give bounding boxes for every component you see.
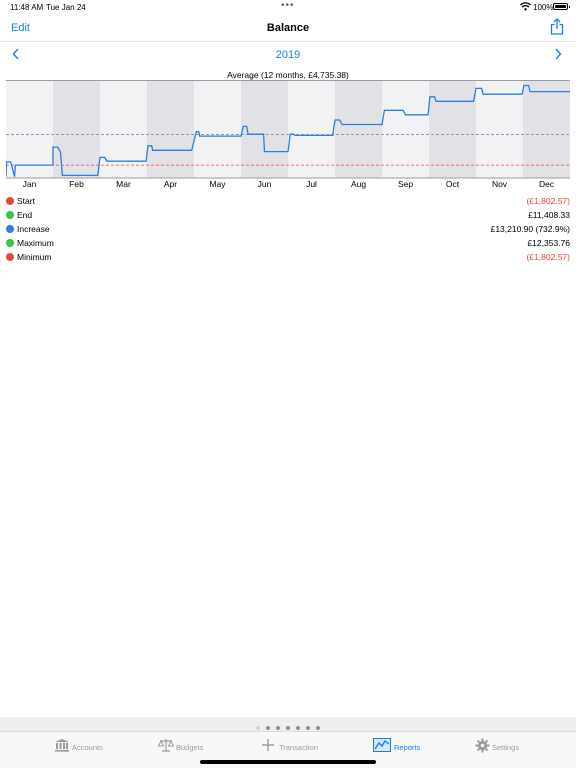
- chevron-left-icon[interactable]: [11, 47, 21, 61]
- stat-row-start: Start (£1,802.57): [6, 196, 570, 210]
- scales-icon: [158, 739, 174, 752]
- plus-icon: [262, 739, 274, 751]
- page-dot[interactable]: [316, 726, 320, 730]
- tab-label: Transaction: [279, 743, 318, 752]
- legend-dot-icon: [6, 239, 14, 247]
- stat-row-minimum: Minimum (£1,802.57): [6, 252, 570, 266]
- legend-dot-icon: [6, 211, 14, 219]
- page-title: Balance: [266, 22, 310, 34]
- x-tick-label: Jul: [306, 179, 317, 189]
- x-tick-label: May: [209, 179, 226, 189]
- x-tick-label: Apr: [164, 179, 177, 189]
- stats-legend: Start (£1,802.57) End £11,408.33 Increase £13…: [6, 196, 570, 266]
- month-band: [194, 80, 241, 178]
- x-tick-label: Mar: [116, 179, 131, 189]
- status-time: 11:48 AM: [10, 3, 44, 12]
- balance-series-line: [6, 84, 570, 177]
- stat-value: £13,210.90 (732.9%): [490, 224, 570, 234]
- month-band: [429, 80, 476, 178]
- x-tick-label: Sep: [398, 179, 413, 189]
- year-label[interactable]: 2019: [275, 49, 301, 61]
- page-dot[interactable]: [306, 726, 310, 730]
- share-icon[interactable]: [550, 18, 564, 35]
- x-tick-label: Jan: [23, 179, 37, 189]
- gear-icon: [475, 738, 490, 753]
- page-dot[interactable]: [256, 726, 260, 730]
- month-band: [53, 80, 100, 178]
- chart-icon: [373, 738, 391, 752]
- tab-label: Settings: [492, 743, 520, 752]
- battery-icon: [553, 3, 570, 10]
- month-band: [523, 80, 570, 178]
- edit-button[interactable]: Edit: [11, 22, 30, 34]
- home-indicator[interactable]: [200, 760, 376, 764]
- stat-row-maximum: Maximum £12,353.76: [6, 238, 570, 252]
- month-band: [147, 80, 194, 178]
- x-tick-label: Dec: [539, 179, 555, 189]
- legend-dot-icon: [6, 197, 14, 205]
- x-tick-label: Aug: [351, 179, 366, 189]
- month-band: [6, 80, 53, 178]
- battery-percentage: 100%: [533, 3, 554, 12]
- page-dot[interactable]: [276, 726, 280, 730]
- month-band: [100, 80, 147, 178]
- bank-icon: [55, 739, 69, 752]
- tab-label: Budgets: [176, 743, 204, 752]
- month-band: [335, 80, 382, 178]
- page-dot[interactable]: [286, 726, 290, 730]
- legend-dot-icon: [6, 253, 14, 261]
- page-dot[interactable]: [296, 726, 300, 730]
- x-tick-label: Oct: [446, 179, 460, 189]
- month-band: [288, 80, 335, 178]
- x-tick-label: Feb: [69, 179, 84, 189]
- stat-value: (£1,802.57): [526, 196, 570, 206]
- page-indicator[interactable]: [0, 717, 576, 731]
- legend-dot-icon: [6, 225, 14, 233]
- tab-label: Accounts: [72, 743, 103, 752]
- month-band: [382, 80, 429, 178]
- stat-value: £11,408.33: [528, 210, 570, 220]
- month-band: [241, 80, 288, 178]
- wifi-icon: [520, 2, 531, 11]
- page-dot[interactable]: [266, 726, 270, 730]
- chart-title: Average (12 months, £4,735.38): [227, 70, 349, 80]
- x-tick-label: Jun: [258, 179, 272, 189]
- year-selector: 2019: [0, 43, 576, 67]
- multitasking-dots-icon[interactable]: •••: [281, 0, 295, 11]
- stat-value: £12,353.76: [527, 238, 570, 248]
- stat-value: (£1,802.57): [526, 252, 570, 262]
- status-date: Tue Jan 24: [46, 3, 86, 12]
- stat-label: End: [17, 210, 33, 220]
- x-tick-label: Nov: [492, 179, 508, 189]
- chevron-right-icon[interactable]: [553, 47, 563, 61]
- stat-label: Minimum: [17, 252, 52, 262]
- stat-label: Start: [17, 196, 35, 206]
- stat-label: Maximum: [17, 238, 54, 248]
- stat-label: Increase: [17, 224, 50, 234]
- balance-chart[interactable]: Jan Feb Mar Apr May Jun Jul Aug Sep Oct Nov Dec: [6, 80, 570, 192]
- month-band: [476, 80, 523, 178]
- status-bar: 11:48 AM Tue Jan 24 ••• 100%: [0, 0, 576, 14]
- tab-label: Reports: [394, 743, 421, 752]
- nav-bar: Edit Balance: [0, 14, 576, 42]
- stat-row-increase: Increase £13,210.90 (732.9%): [6, 224, 570, 238]
- stat-row-end: End £11,408.33: [6, 210, 570, 224]
